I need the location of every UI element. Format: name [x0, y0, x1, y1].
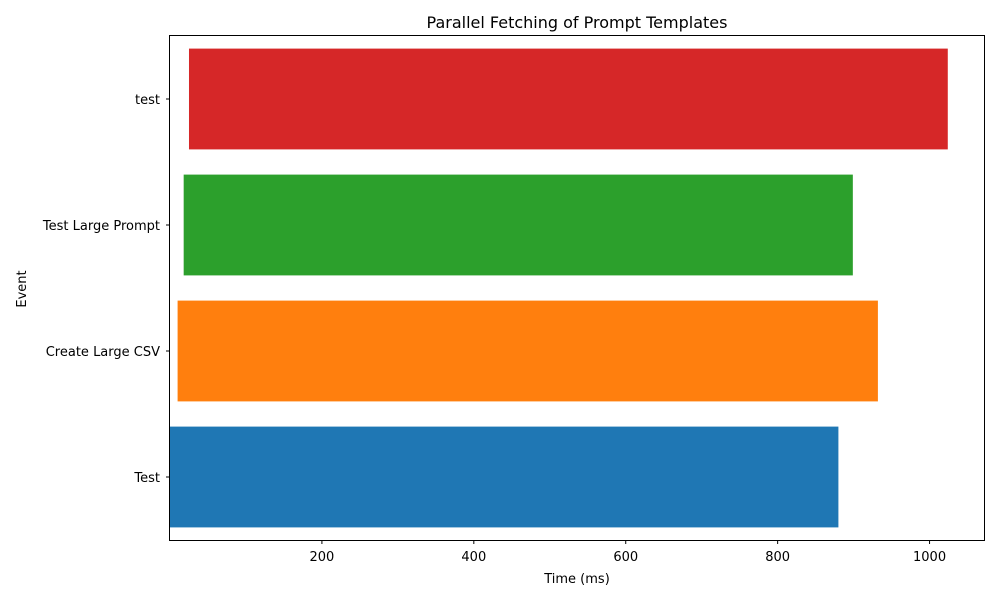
x-tick-label: 400	[461, 550, 486, 565]
y-tick-label: Test	[133, 471, 160, 486]
bar-create-large-csv	[177, 300, 878, 402]
y-tick-label: Test Large Prompt	[42, 219, 160, 234]
bar-test	[170, 426, 839, 528]
y-axis-ticks: Test Create Large CSV Test Large Prompt tes…	[42, 93, 170, 486]
x-tick-label: 200	[309, 550, 334, 565]
x-tick-label: 600	[613, 550, 638, 565]
y-axis-label: Event	[15, 270, 30, 307]
bars-layer	[170, 48, 948, 528]
bar-test	[188, 48, 948, 150]
x-axis-ticks: 200 400 600 800 1000	[309, 540, 946, 565]
y-tick-label: Create Large CSV	[46, 345, 160, 360]
x-tick-label: 800	[765, 550, 790, 565]
y-tick-label: test	[135, 93, 160, 108]
x-axis-label: Time (ms)	[543, 572, 610, 587]
bar-test-large-prompt	[183, 174, 853, 276]
x-tick-label: 1000	[913, 550, 946, 565]
plot-frame	[169, 35, 985, 541]
chart-title: Parallel Fetching of Prompt Templates	[427, 13, 728, 32]
